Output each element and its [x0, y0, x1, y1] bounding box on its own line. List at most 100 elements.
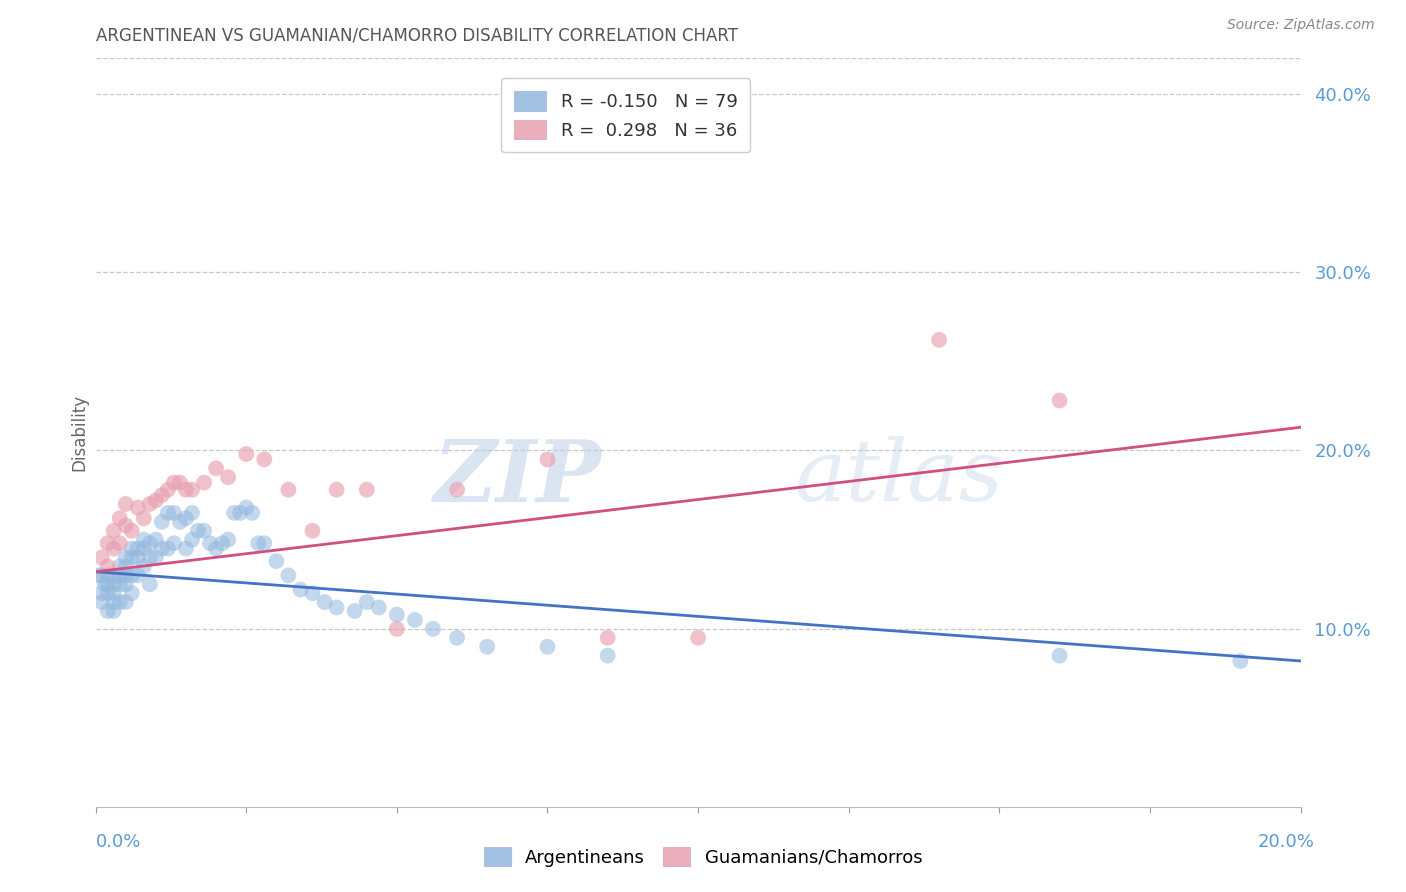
Point [217, 470, 239, 484]
Point [169, 515, 191, 529]
Point [211, 536, 233, 550]
Point [385, 622, 408, 636]
Point [325, 600, 347, 615]
Point [596, 631, 619, 645]
Point [139, 577, 162, 591]
Point [114, 550, 136, 565]
Point [108, 559, 131, 574]
Point [446, 483, 468, 497]
Point [1049, 648, 1071, 663]
Point [224, 506, 246, 520]
Point [181, 533, 204, 547]
Point [150, 488, 173, 502]
Point [235, 500, 257, 515]
Point [187, 524, 209, 538]
Point [356, 595, 378, 609]
Point [121, 586, 143, 600]
Point [139, 536, 162, 550]
Point [193, 475, 215, 490]
Point [90, 595, 112, 609]
Point [132, 511, 155, 525]
Point [132, 533, 155, 547]
Point [114, 595, 136, 609]
Point [205, 541, 228, 556]
Point [103, 524, 125, 538]
Legend: R = -0.150   N = 79, R =  0.298   N = 36: R = -0.150 N = 79, R = 0.298 N = 36 [501, 78, 751, 153]
Point [217, 533, 239, 547]
Point [367, 600, 389, 615]
Point [163, 475, 186, 490]
Point [385, 607, 408, 622]
Point [343, 604, 366, 618]
Point [127, 568, 149, 582]
Point [686, 631, 709, 645]
Point [235, 447, 257, 461]
Point [145, 533, 167, 547]
Point [139, 550, 162, 565]
Point [356, 483, 378, 497]
Point [163, 506, 186, 520]
Point [536, 452, 558, 467]
Point [193, 524, 215, 538]
Point [87, 568, 110, 582]
Point [127, 541, 149, 556]
Point [103, 595, 125, 609]
Point [174, 511, 197, 525]
Point [90, 586, 112, 600]
Point [1229, 654, 1251, 668]
Point [253, 536, 276, 550]
Point [108, 577, 131, 591]
Point [156, 483, 179, 497]
Point [150, 515, 173, 529]
Point [114, 518, 136, 533]
Point [97, 586, 120, 600]
Point [253, 452, 276, 467]
Point [174, 483, 197, 497]
Point [114, 577, 136, 591]
Point [121, 541, 143, 556]
Point [127, 550, 149, 565]
Point [477, 640, 499, 654]
Y-axis label: Disability: Disability [70, 394, 89, 471]
Point [301, 524, 323, 538]
Point [314, 595, 336, 609]
Point [114, 568, 136, 582]
Point [127, 500, 149, 515]
Point [90, 550, 112, 565]
Point [181, 483, 204, 497]
Point [121, 568, 143, 582]
Point [404, 613, 426, 627]
Point [290, 582, 312, 597]
Point [240, 506, 263, 520]
Point [108, 595, 131, 609]
Point [97, 536, 120, 550]
Point [145, 493, 167, 508]
Point [103, 541, 125, 556]
Legend: Argentineans, Guamanians/Chamorros: Argentineans, Guamanians/Chamorros [477, 840, 929, 874]
Text: ZIP: ZIP [434, 436, 602, 519]
Point [266, 554, 288, 568]
Point [198, 536, 221, 550]
Point [93, 577, 115, 591]
Point [422, 622, 444, 636]
Text: 0.0%: 0.0% [96, 833, 141, 851]
Point [97, 577, 120, 591]
Text: Source: ZipAtlas.com: Source: ZipAtlas.com [1227, 18, 1375, 31]
Point [301, 586, 323, 600]
Point [145, 550, 167, 565]
Point [108, 536, 131, 550]
Point [181, 506, 204, 520]
Point [103, 568, 125, 582]
Point [596, 648, 619, 663]
Point [325, 483, 347, 497]
Text: 20.0%: 20.0% [1258, 833, 1315, 851]
Point [103, 577, 125, 591]
Point [97, 604, 120, 618]
Point [108, 568, 131, 582]
Point [103, 586, 125, 600]
Point [928, 333, 950, 347]
Text: atlas: atlas [794, 436, 1004, 519]
Point [114, 559, 136, 574]
Point [536, 640, 558, 654]
Point [229, 506, 252, 520]
